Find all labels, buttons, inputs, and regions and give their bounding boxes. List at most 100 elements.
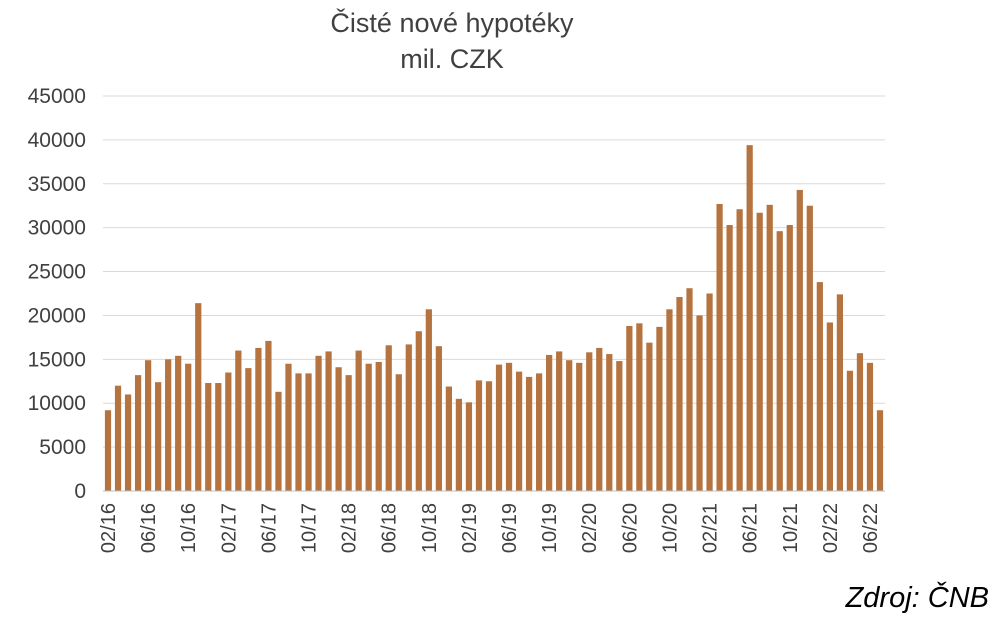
y-tick-label: 0	[74, 480, 86, 503]
x-tick-label: 06/18	[379, 503, 401, 553]
x-tick-label: 06/22	[860, 503, 882, 553]
bar	[495, 364, 503, 491]
bar	[205, 383, 212, 491]
bar	[566, 360, 573, 491]
x-tick-label: 10/19	[539, 503, 561, 553]
x-tick-label: 02/19	[459, 503, 481, 553]
bar	[195, 303, 202, 491]
bar	[255, 347, 262, 491]
bar	[866, 362, 874, 491]
bar	[365, 363, 372, 491]
bar	[646, 342, 653, 491]
bar	[124, 394, 132, 491]
bar	[345, 375, 352, 491]
bar	[485, 381, 493, 491]
bar	[656, 326, 663, 491]
y-tick-label: 35000	[28, 173, 86, 196]
bar	[546, 354, 553, 491]
bar	[766, 204, 773, 491]
bar	[816, 282, 823, 491]
bar	[786, 225, 793, 491]
y-tick-label: 30000	[28, 217, 86, 240]
bar	[355, 350, 362, 491]
bar	[455, 398, 463, 491]
x-tick-label: 06/20	[619, 503, 641, 553]
bar	[295, 373, 302, 491]
bar	[596, 347, 603, 491]
y-tick-label: 15000	[28, 348, 86, 371]
bar	[856, 353, 864, 491]
bar	[305, 373, 312, 491]
bar	[335, 367, 342, 491]
bar	[576, 362, 583, 491]
bar	[215, 383, 222, 491]
x-tick-label: 02/17	[218, 503, 240, 553]
bar	[104, 410, 112, 491]
y-tick-label: 10000	[28, 392, 86, 415]
bar	[475, 380, 483, 491]
bar	[235, 350, 242, 491]
bar	[836, 294, 843, 491]
y-tick-label: 45000	[28, 85, 86, 108]
x-tick-label: 02/16	[98, 503, 120, 553]
x-tick-label: 02/21	[700, 503, 722, 553]
bar	[826, 322, 833, 491]
bar	[756, 212, 763, 492]
bar	[636, 323, 643, 491]
bar	[445, 386, 452, 491]
bar	[525, 376, 533, 491]
bar	[616, 361, 623, 491]
bar	[134, 375, 142, 491]
y-tick-label: 5000	[39, 436, 86, 459]
y-tick-label: 40000	[28, 129, 86, 152]
bar	[185, 363, 192, 491]
x-tick-label: 06/19	[499, 503, 521, 553]
bar	[405, 344, 412, 491]
source-label: Zdroj: ČNB	[845, 582, 989, 614]
bar	[114, 385, 122, 491]
bar	[876, 410, 884, 491]
bar	[536, 373, 543, 491]
bar	[746, 145, 753, 491]
bar	[726, 225, 733, 491]
x-tick-label: 10/20	[659, 503, 681, 553]
x-tick-label: 10/21	[780, 503, 802, 553]
x-tick-label: 06/16	[138, 503, 160, 553]
bar	[666, 309, 673, 491]
bar	[385, 345, 392, 491]
bar	[435, 346, 442, 491]
bar	[505, 362, 513, 491]
bar	[676, 297, 683, 491]
bar	[175, 355, 182, 491]
y-tick-label: 25000	[28, 261, 86, 284]
bar	[285, 363, 292, 491]
bar	[155, 382, 162, 491]
chart-title: Čisté nové hypotéky	[330, 8, 574, 38]
y-tick-label: 20000	[28, 304, 86, 327]
x-tick-label: 02/18	[339, 503, 361, 553]
bar	[225, 372, 232, 491]
x-tick-label: 02/22	[820, 503, 842, 553]
bar	[556, 351, 563, 491]
bar	[586, 352, 593, 491]
bar	[165, 359, 172, 491]
bar	[145, 360, 152, 491]
bar	[736, 209, 743, 492]
bar	[515, 371, 523, 491]
bar	[425, 309, 432, 491]
bar	[716, 203, 723, 491]
bar	[846, 370, 854, 491]
bar	[776, 231, 783, 491]
bar	[806, 205, 813, 491]
bar	[686, 288, 693, 491]
x-tick-label: 02/20	[579, 503, 601, 553]
bar	[315, 355, 322, 491]
bar	[415, 331, 422, 491]
bar	[275, 391, 282, 491]
bar	[465, 402, 473, 491]
bar	[395, 374, 402, 491]
x-tick-label: 10/18	[419, 503, 441, 553]
bar	[265, 340, 272, 491]
bar	[706, 293, 713, 491]
